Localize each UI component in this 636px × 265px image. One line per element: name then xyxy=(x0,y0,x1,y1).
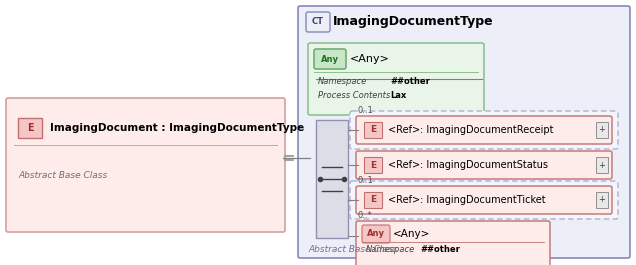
Text: ImagingDocument : ImagingDocumentType: ImagingDocument : ImagingDocumentType xyxy=(50,123,304,133)
Text: : ImagingDocumentStatus: : ImagingDocumentStatus xyxy=(420,160,548,170)
Text: ImagingDocumentType: ImagingDocumentType xyxy=(333,15,494,29)
Text: : ImagingDocumentTicket: : ImagingDocumentTicket xyxy=(420,195,546,205)
Text: Abstract Base Class: Abstract Base Class xyxy=(18,170,107,179)
FancyBboxPatch shape xyxy=(350,181,618,219)
FancyBboxPatch shape xyxy=(356,186,612,214)
Text: <Any>: <Any> xyxy=(393,229,431,239)
FancyBboxPatch shape xyxy=(362,225,390,243)
Text: Process Contents: Process Contents xyxy=(318,91,391,100)
Text: 0..*: 0..* xyxy=(358,211,373,220)
Bar xyxy=(316,120,348,238)
FancyBboxPatch shape xyxy=(306,12,330,32)
FancyBboxPatch shape xyxy=(314,49,346,69)
Text: E: E xyxy=(370,126,376,135)
Text: <Ref>: <Ref> xyxy=(388,160,420,170)
Text: E: E xyxy=(370,196,376,205)
FancyBboxPatch shape xyxy=(350,111,618,149)
Text: <Any>: <Any> xyxy=(350,54,390,64)
Bar xyxy=(596,192,608,208)
Text: ##other: ##other xyxy=(390,77,430,86)
Bar xyxy=(18,118,42,138)
Text: Any: Any xyxy=(321,55,339,64)
Bar xyxy=(364,192,382,208)
Text: 0..1: 0..1 xyxy=(358,106,374,115)
Text: +: + xyxy=(598,126,605,135)
FancyBboxPatch shape xyxy=(356,221,550,265)
Text: <Ref>: <Ref> xyxy=(388,125,420,135)
Text: 0..1: 0..1 xyxy=(358,176,374,185)
Text: Namespace: Namespace xyxy=(318,77,367,86)
Text: +: + xyxy=(598,196,605,205)
FancyBboxPatch shape xyxy=(6,98,285,232)
Text: Any: Any xyxy=(367,229,385,239)
FancyBboxPatch shape xyxy=(356,151,612,179)
Text: +: + xyxy=(598,161,605,170)
FancyBboxPatch shape xyxy=(356,116,612,144)
Bar xyxy=(364,122,382,138)
Text: E: E xyxy=(370,161,376,170)
Bar xyxy=(596,122,608,138)
Bar xyxy=(596,157,608,173)
Text: CT: CT xyxy=(312,17,324,26)
Text: ##other: ##other xyxy=(420,245,460,254)
FancyBboxPatch shape xyxy=(308,43,484,115)
Text: <Ref>: <Ref> xyxy=(388,195,420,205)
Text: Lax: Lax xyxy=(390,91,406,100)
Text: Namespace: Namespace xyxy=(366,245,415,254)
Text: Abstract Base Class: Abstract Base Class xyxy=(308,245,398,254)
Bar xyxy=(364,157,382,173)
FancyBboxPatch shape xyxy=(298,6,630,258)
Text: E: E xyxy=(27,123,33,133)
Text: : ImagingDocumentReceipt: : ImagingDocumentReceipt xyxy=(420,125,553,135)
